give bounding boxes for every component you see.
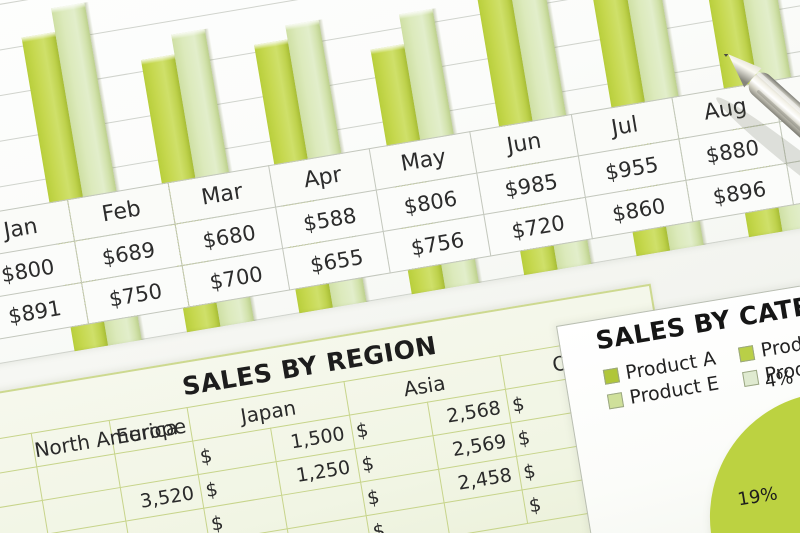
region-row2-label [0,500,48,533]
legend-swatch-produce-f [742,369,760,387]
pie-label-4pct: 4% [763,367,795,393]
legend-swatch-product-a [602,367,620,385]
legend-label-product-b: Product B [759,325,800,362]
legend-swatch-product-b [738,344,756,362]
legend-swatch-product-e [606,391,625,409]
